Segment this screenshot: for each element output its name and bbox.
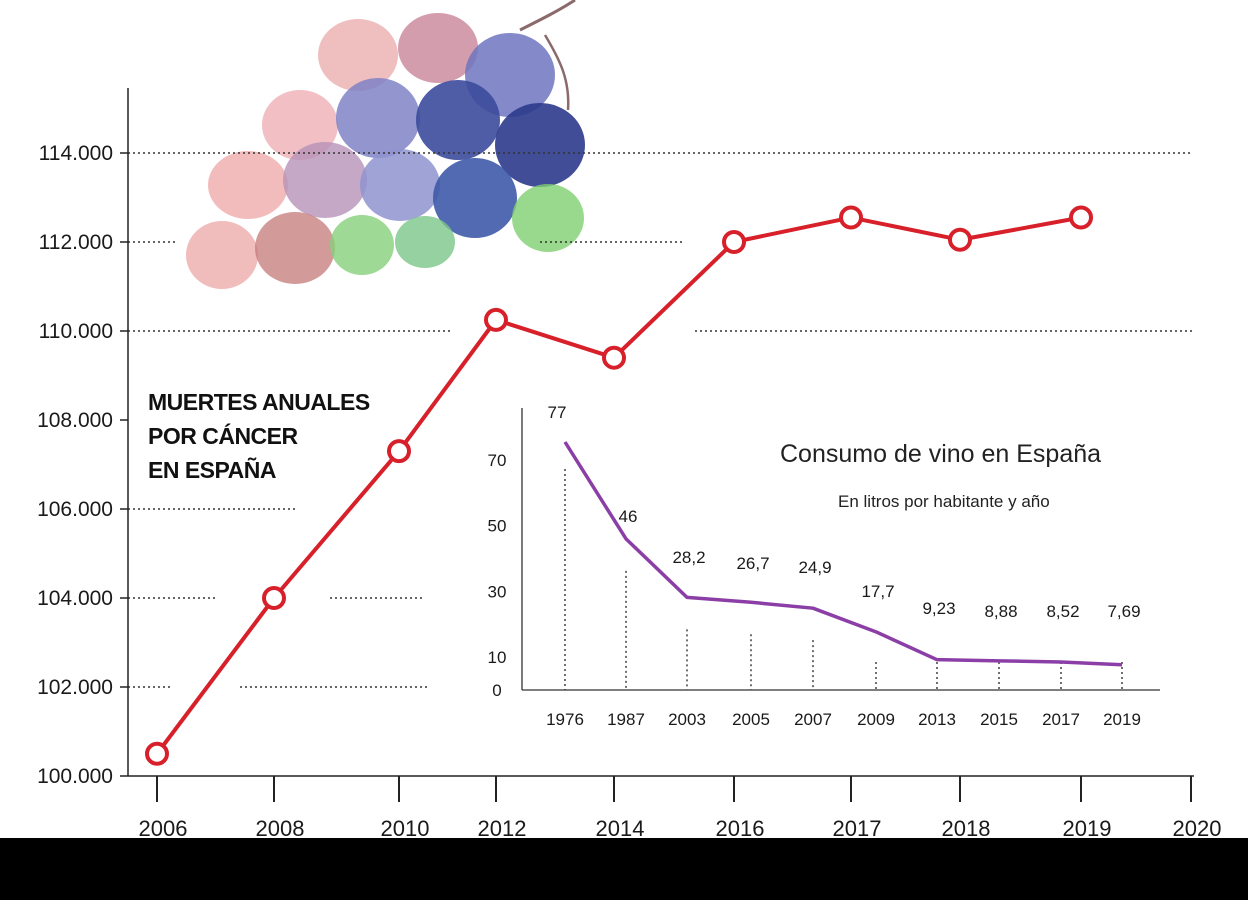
inset-data-label: 8,88 (984, 602, 1017, 621)
main-axes (127, 88, 1194, 777)
main-y-tick-label: 112.000 (39, 231, 113, 254)
main-y-tick-label: 110.000 (39, 320, 113, 343)
main-gridlines (128, 152, 1192, 688)
inset-x-tick-label: 2003 (668, 710, 706, 729)
main-series-line (155, 215, 1082, 755)
inset-x-tick-label: 1976 (546, 710, 584, 729)
chart-canvas: 114.000 112.000 110.000 108.000 106.000 104.0… (0, 0, 1248, 838)
grapes-illustration (186, 0, 585, 289)
inset-data-labels: 77 46 28,2 26,7 24,9 17,7 9,23 8,88 8,52 7,69 (548, 403, 1141, 621)
main-x-tick-label: 2006 (139, 816, 188, 838)
inset-x-tick-label: 2019 (1103, 710, 1141, 729)
inset-series-line (563, 441, 1123, 667)
inset-y-tick-label: 30 (488, 582, 507, 601)
main-x-tick-label: 2016 (716, 816, 765, 838)
main-data-point (1069, 205, 1093, 230)
main-series-points (145, 205, 1093, 766)
main-y-tick-label: 100.000 (37, 765, 113, 788)
inset-x-tick-label: 2017 (1042, 710, 1080, 729)
main-x-tick-label: 2012 (478, 816, 527, 838)
inset-x-tick-label: 2005 (732, 710, 770, 729)
inset-x-tick-label: 1987 (607, 710, 645, 729)
inset-x-tick-label: 2013 (918, 710, 956, 729)
inset-y-tick-label: 50 (488, 517, 507, 536)
inset-x-tick-label: 2015 (980, 710, 1018, 729)
main-data-point (602, 345, 626, 370)
main-y-tick-label: 102.000 (37, 676, 113, 699)
main-data-point (387, 439, 411, 464)
main-title-line-1: MUERTES ANUALES (148, 389, 370, 415)
main-y-ticks: 114.000 112.000 110.000 108.000 106.000 104.0… (37, 142, 128, 788)
inset-title: Consumo de vino en España (780, 440, 1101, 468)
inset-series-path (563, 441, 1123, 667)
main-data-point (839, 205, 863, 230)
inset-data-label: 17,7 (861, 582, 894, 601)
main-chart-title: MUERTES ANUALES POR CÁNCER EN ESPAÑA (148, 389, 370, 483)
main-y-tick-label: 104.000 (37, 587, 113, 610)
main-x-tick-label: 2008 (256, 816, 305, 838)
main-data-point (484, 307, 508, 332)
inset-data-label: 8,52 (1046, 602, 1079, 621)
inset-y-ticks: 70 50 30 10 0 (488, 451, 507, 700)
main-y-tick-label: 108.000 (37, 409, 113, 432)
inset-data-label: 7,69 (1107, 602, 1140, 621)
inset-data-label: 26,7 (736, 554, 769, 573)
main-x-tick-label: 2010 (381, 816, 430, 838)
main-y-tick-label: 106.000 (37, 498, 113, 521)
inset-data-label: 46 (619, 507, 638, 526)
inset-y-tick-label: 0 (492, 681, 501, 700)
main-x-tick-label: 2020 (1173, 816, 1222, 838)
main-x-ticks: 2006 2008 2010 2012 2014 2016 2017 2018 2019 2020 (139, 776, 1222, 838)
main-data-point (722, 230, 746, 254)
main-data-point (145, 741, 169, 766)
inset-data-label: 24,9 (798, 558, 831, 577)
main-title-line-3: EN ESPAÑA (148, 456, 276, 483)
chart-svg: 114.000 112.000 110.000 108.000 106.000 104.0… (37, 0, 1222, 838)
inset-axes (521, 408, 1160, 691)
inset-data-label: 77 (548, 403, 567, 422)
inset-data-label: 28,2 (672, 548, 705, 567)
main-title-line-2: POR CÁNCER (148, 422, 299, 449)
main-data-point (262, 586, 286, 610)
main-data-point (948, 227, 972, 252)
inset-x-tick-label: 2009 (857, 710, 895, 729)
main-x-tick-label: 2017 (833, 816, 882, 838)
inset-y-tick-label: 70 (488, 451, 507, 470)
main-series-path (155, 215, 1082, 755)
main-y-tick-label: 114.000 (39, 142, 113, 165)
inset-x-ticks: 1976 1987 2003 2005 2007 2009 2013 2015 2017 2019 (546, 710, 1141, 729)
inset-drop-lines (564, 469, 1123, 690)
inset-subtitle: En litros por habitante y año (838, 492, 1050, 511)
inset-data-label: 9,23 (922, 599, 955, 618)
main-x-tick-label: 2014 (596, 816, 645, 838)
inset-x-tick-label: 2007 (794, 710, 832, 729)
inset-chart: Consumo de vino en España En litros por … (488, 403, 1160, 729)
main-x-tick-label: 2018 (942, 816, 991, 838)
inset-y-tick-label: 10 (488, 648, 507, 667)
main-x-tick-label: 2019 (1063, 816, 1112, 838)
